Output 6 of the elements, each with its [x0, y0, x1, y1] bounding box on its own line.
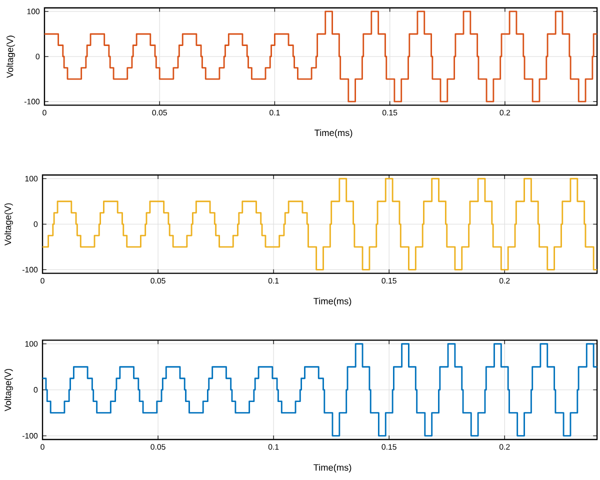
x-axis-title: Time(ms) [314, 464, 352, 473]
x-axis-title: Time(ms) [314, 298, 352, 306]
y-axis-title: Voltage(V) [4, 369, 13, 412]
x-axis-title: Time(ms) [314, 129, 352, 138]
y-axis-title: Voltage(V) [4, 203, 13, 246]
y-axis-title: Voltage(V) [6, 36, 15, 78]
